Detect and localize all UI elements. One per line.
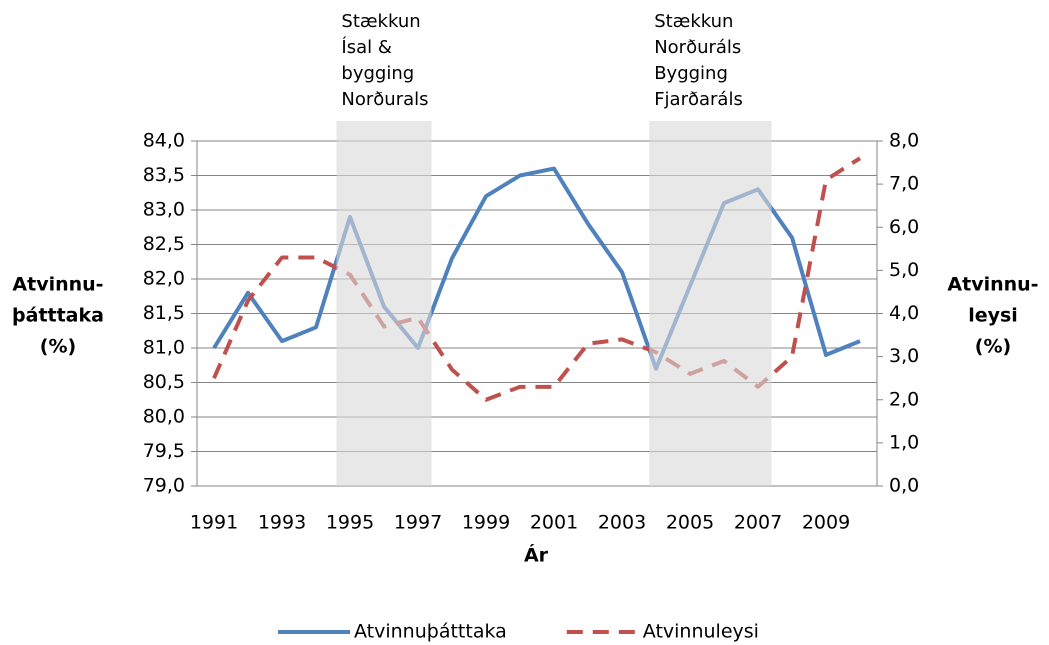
y-axis-label: þátttaka: [12, 305, 104, 327]
band-annotation: Ísal &: [341, 36, 391, 58]
y-axis-label: (%): [40, 336, 76, 358]
band-annotation: Bygging: [654, 63, 728, 84]
series-line: [212, 156, 862, 402]
x-tick-label: 2009: [802, 512, 850, 534]
shaded-band: [649, 121, 772, 486]
x-tick-label: 1997: [394, 512, 442, 534]
y2-tick-label: 8,0: [889, 130, 919, 152]
y-axis-label: Atvinnu-: [12, 274, 103, 296]
y2-axis-label: Atvinnu-: [947, 274, 1038, 296]
y2-axis-label: leysi: [968, 305, 1018, 327]
y2-tick-label: 3,0: [889, 345, 919, 367]
y-tick-label: 82,5: [143, 233, 185, 255]
y2-tick-label: 1,0: [889, 431, 919, 453]
y-tick-label: 82,0: [143, 268, 185, 290]
x-tick-label: 2003: [598, 512, 646, 534]
x-tick-label: 2007: [734, 512, 782, 534]
y-tick-label: 80,0: [143, 406, 185, 428]
x-tick-label: 2005: [666, 512, 714, 534]
band-annotation: Norðurals: [341, 89, 428, 110]
legend-label: Atvinnuleysi: [643, 621, 759, 643]
x-tick-label: 1993: [258, 512, 306, 534]
legend-label: Atvinnuþátttaka: [354, 621, 507, 643]
y-tick-label: 79,5: [143, 440, 185, 462]
y-tick-label: 81,5: [143, 302, 185, 324]
y2-tick-label: 2,0: [889, 388, 919, 410]
band-annotation: Fjarðaráls: [654, 89, 743, 110]
y2-tick-label: 0,0: [889, 475, 919, 497]
y2-axis-label: (%): [975, 336, 1011, 358]
band-annotation: Norðuráls: [654, 37, 741, 58]
y-tick-label: 84,0: [143, 130, 185, 152]
shaded-band: [336, 121, 432, 486]
band-annotation: Stækkun: [341, 11, 420, 32]
x-tick-label: 1995: [326, 512, 374, 534]
y2-tick-label: 5,0: [889, 259, 919, 281]
y-tick-label: 80,5: [143, 371, 185, 393]
x-tick-label: 2001: [530, 512, 578, 534]
y-tick-label: 83,0: [143, 199, 185, 221]
y2-tick-label: 7,0: [889, 173, 919, 195]
band-annotation: bygging: [341, 63, 414, 84]
band-annotation: Stækkun: [654, 11, 733, 32]
x-tick-label: 1991: [190, 512, 238, 534]
x-tick-label: 1999: [462, 512, 510, 534]
y-tick-label: 79,0: [143, 475, 185, 497]
x-axis-label: Ár: [524, 544, 549, 567]
y2-tick-label: 4,0: [889, 302, 919, 324]
y-tick-label: 83,5: [143, 164, 185, 186]
y2-tick-label: 6,0: [889, 216, 919, 238]
y-tick-label: 81,0: [143, 337, 185, 359]
